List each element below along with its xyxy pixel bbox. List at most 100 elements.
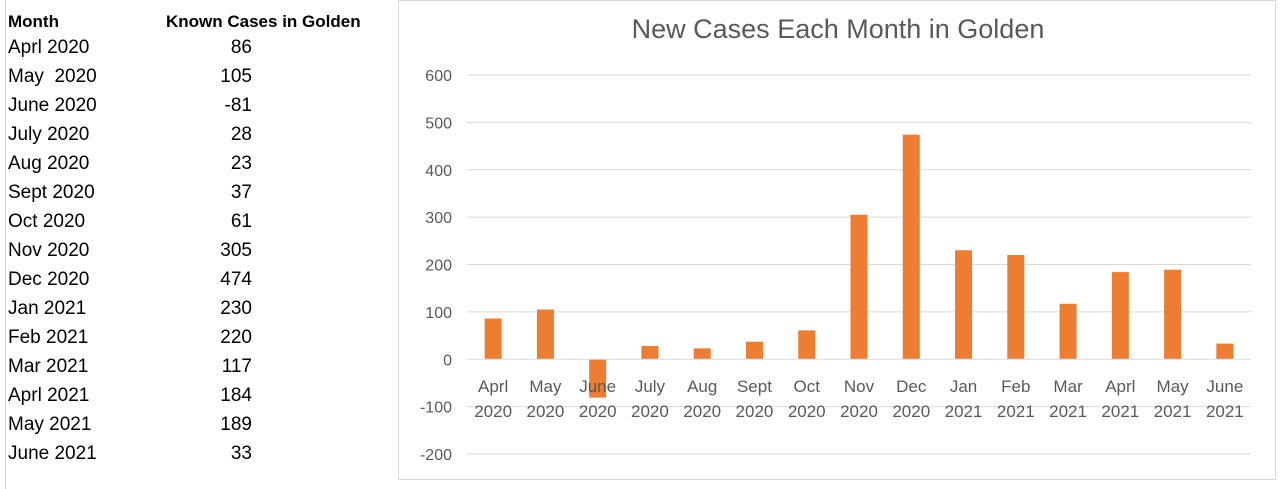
cell-month[interactable]: May 2020 (8, 66, 97, 87)
table-row: Aug 2020 23 (8, 150, 392, 179)
x-tick-label: 2021 (945, 402, 983, 421)
x-tick-label: Aprl (1105, 377, 1135, 396)
bar (1111, 272, 1129, 360)
table-row: May 2021 189 (8, 411, 392, 440)
bar (745, 341, 763, 360)
table-row: May 2020 105 (8, 63, 392, 92)
x-tick-label: Jan (950, 377, 977, 396)
cell-month[interactable]: Aug 2020 (8, 153, 90, 174)
x-tick-label: 2020 (892, 402, 930, 421)
bar (1059, 303, 1077, 360)
x-tick-label: 2021 (1206, 402, 1244, 421)
bar (955, 250, 973, 360)
cell-cases[interactable]: 28 (230, 124, 252, 145)
table-row: Aprl 2021 184 (8, 382, 392, 411)
cell-cases[interactable]: 86 (230, 37, 252, 58)
x-tick-label: Feb (1001, 377, 1030, 396)
bar (693, 348, 711, 360)
cell-cases[interactable]: 230 (220, 298, 252, 319)
cell-cases[interactable]: 184 (220, 385, 252, 406)
x-tick-label: June (1206, 377, 1243, 396)
cell-month[interactable]: Aprl 2020 (8, 37, 90, 58)
table-row: June 2020 -81 (8, 92, 392, 121)
x-tick-label: Mar (1053, 377, 1083, 396)
bar (641, 345, 659, 360)
x-tick-label: 2021 (1154, 402, 1192, 421)
table-row: Feb 2021 220 (8, 324, 392, 353)
x-tick-label: 2020 (788, 402, 826, 421)
cell-cases[interactable]: 189 (220, 414, 252, 435)
x-tick-label: May (529, 377, 562, 396)
x-tick-label: 2021 (1101, 402, 1139, 421)
x-tick-label: June (579, 377, 616, 396)
x-tick-label: 2020 (840, 402, 878, 421)
sheet-gridline (5, 0, 6, 489)
y-tick-label: 0 (443, 352, 452, 369)
cell-cases[interactable]: 220 (220, 327, 252, 348)
bar (589, 359, 607, 398)
chart-title: New Cases Each Month in Golden (632, 14, 1045, 44)
x-tick-label: Dec (896, 377, 927, 396)
bar (1164, 269, 1182, 360)
table-row: Mar 2021 117 (8, 353, 392, 382)
cell-month[interactable]: Nov 2020 (8, 240, 90, 261)
y-tick-label: 200 (425, 258, 452, 275)
y-tick-label: 100 (425, 305, 452, 322)
x-tick-label: 2020 (579, 402, 617, 421)
x-tick-label: Aug (687, 377, 717, 396)
cell-cases[interactable]: 305 (220, 240, 252, 261)
cell-month[interactable]: Oct 2020 (8, 211, 86, 232)
cell-cases[interactable]: 105 (220, 66, 252, 87)
header-month[interactable]: Month (8, 12, 59, 31)
cell-cases[interactable]: 37 (230, 182, 252, 203)
cell-month[interactable]: Feb 2021 (8, 327, 89, 348)
x-tick-label: 2021 (1049, 402, 1087, 421)
y-tick-label: 400 (425, 163, 452, 180)
bar (798, 330, 816, 360)
bar (902, 134, 920, 360)
table-row: July 2020 28 (8, 121, 392, 150)
x-tick-label: Aprl (478, 377, 508, 396)
x-tick-label: Oct (794, 377, 821, 396)
cell-cases[interactable]: 23 (230, 153, 252, 174)
header-cases[interactable]: Known Cases in Golden (166, 12, 361, 31)
bar (1216, 343, 1234, 360)
table-row: Aprl 2020 86 (8, 34, 392, 63)
cell-month[interactable]: July 2020 (8, 124, 90, 145)
cell-month[interactable]: Aprl 2021 (8, 385, 90, 406)
cell-month[interactable]: Dec 2020 (8, 269, 90, 290)
cell-cases[interactable]: 33 (230, 443, 252, 464)
y-tick-label: 500 (425, 115, 452, 132)
table-row: Dec 2020 474 (8, 266, 392, 295)
x-tick-label: 2020 (526, 402, 564, 421)
table-row: Oct 2020 61 (8, 208, 392, 237)
x-tick-label: 2020 (736, 402, 774, 421)
cell-month[interactable]: June 2021 (8, 443, 97, 464)
table-row: Jan 2021 230 (8, 295, 392, 324)
x-tick-label: May (1157, 377, 1190, 396)
cell-cases[interactable]: 474 (220, 269, 252, 290)
cell-cases[interactable]: 117 (221, 356, 252, 377)
y-tick-label: -100 (420, 400, 452, 417)
table-header: Month Known Cases in Golden (8, 4, 392, 33)
chart-container[interactable]: New Cases Each Month in Golden -200 -100 0… (398, 0, 1276, 480)
cell-month[interactable]: Jan 2021 (8, 298, 87, 319)
bar (484, 318, 502, 360)
y-tick-label: 600 (425, 68, 452, 85)
cell-cases[interactable]: 61 (230, 211, 252, 232)
x-tick-label: 2020 (683, 402, 721, 421)
data-table: Month Known Cases in Golden Aprl 2020 86 M… (0, 0, 392, 489)
bar (1007, 255, 1025, 360)
cell-month[interactable]: May 2021 (8, 414, 92, 435)
bar (850, 214, 868, 360)
cell-month[interactable]: Mar 2021 (8, 356, 89, 377)
cell-month[interactable]: Sept 2020 (8, 182, 95, 203)
x-tick-label: Sept (737, 377, 772, 396)
cell-cases[interactable]: -81 (224, 95, 252, 116)
bar (536, 309, 554, 360)
y-tick-label: 300 (425, 210, 452, 227)
table-row: Sept 2020 37 (8, 179, 392, 208)
cell-month[interactable]: June 2020 (8, 95, 97, 116)
x-tick-label: 2020 (631, 402, 669, 421)
x-tick-label: July (635, 377, 666, 396)
